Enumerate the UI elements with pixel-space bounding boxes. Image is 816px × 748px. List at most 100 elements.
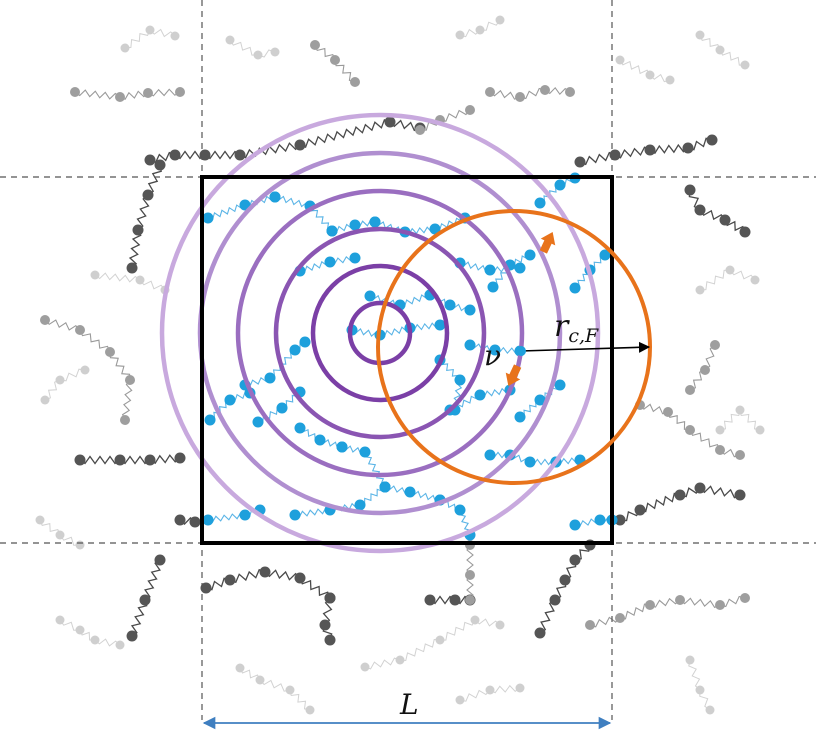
bead — [264, 372, 276, 384]
cutoff-radius-arrow — [520, 341, 651, 353]
spring-segment — [539, 599, 556, 634]
bead — [424, 594, 436, 606]
spring-segment — [639, 403, 669, 415]
bead — [434, 319, 446, 331]
image-chain-faint — [90, 270, 170, 295]
bead — [364, 290, 376, 302]
bead — [126, 630, 138, 642]
bead — [90, 635, 100, 645]
central-simulation-box — [200, 175, 614, 545]
bead — [444, 299, 456, 311]
bead — [685, 385, 695, 395]
bead — [235, 663, 245, 673]
bead — [715, 45, 725, 55]
bead — [384, 116, 396, 128]
spring-segment — [719, 409, 741, 431]
bead — [549, 594, 561, 606]
nu-label: ν — [484, 339, 501, 372]
shell-ring-3 — [273, 226, 487, 440]
bead — [330, 55, 340, 65]
bead — [634, 504, 646, 516]
spring-segment — [299, 118, 391, 149]
bead — [663, 407, 673, 417]
bead — [534, 394, 546, 406]
bead — [289, 509, 301, 521]
bead — [565, 87, 575, 97]
spring-segment — [614, 146, 651, 159]
spring-segment — [74, 89, 121, 100]
image-chain-dark — [144, 116, 426, 166]
bead — [574, 156, 586, 168]
spring-segment — [149, 454, 181, 465]
bead — [35, 515, 45, 525]
bead — [75, 540, 85, 550]
bead — [524, 456, 536, 468]
bead — [515, 683, 525, 693]
bead — [349, 252, 361, 264]
image-chain-faint — [35, 515, 85, 550]
image-chain-dark — [126, 554, 166, 642]
bead — [90, 270, 100, 280]
image-chain-faint — [615, 55, 675, 85]
spring-segment — [259, 679, 291, 692]
bead — [239, 509, 251, 521]
spring-segment — [579, 151, 616, 166]
bead — [454, 504, 466, 516]
spring-segment — [589, 616, 621, 628]
periodic-grid — [0, 0, 816, 720]
bead — [174, 514, 186, 526]
image-chain — [685, 340, 720, 395]
bead — [455, 30, 465, 40]
central-chain — [252, 386, 306, 428]
spring-segment — [264, 569, 301, 581]
spring-segment — [229, 568, 266, 584]
bead — [234, 149, 246, 161]
bead — [314, 434, 326, 446]
bead — [40, 315, 50, 325]
bead — [715, 600, 725, 610]
image-chain-dark — [614, 482, 746, 526]
spring-segment — [128, 229, 142, 269]
spring-segment — [364, 451, 386, 488]
spring-segment — [144, 559, 161, 601]
bead — [144, 454, 156, 466]
spring-segment — [309, 205, 333, 232]
bead — [310, 40, 320, 50]
spring-segment — [619, 603, 651, 620]
bead — [694, 482, 706, 494]
spring-segment — [364, 657, 401, 670]
image-chain — [70, 87, 185, 102]
spring-segment — [439, 109, 471, 122]
bead — [715, 425, 725, 435]
bead — [706, 134, 718, 146]
bead — [360, 662, 370, 672]
bead — [294, 139, 306, 151]
bead — [609, 149, 621, 161]
neighbour-shells — [159, 112, 601, 554]
bead — [324, 592, 336, 604]
bead — [202, 212, 214, 224]
bead — [105, 347, 115, 357]
bead — [120, 415, 130, 425]
bead — [454, 374, 466, 386]
bead — [485, 87, 495, 97]
image-chain-dark — [574, 134, 718, 168]
image-chain-dark — [319, 592, 336, 646]
bead — [534, 627, 546, 639]
spring-segment — [130, 599, 148, 637]
image-chain-faint — [55, 615, 125, 650]
bead — [465, 595, 475, 605]
image-chain-faint — [235, 663, 315, 715]
bead — [270, 47, 280, 57]
spring-segment — [147, 164, 162, 196]
bead — [125, 375, 135, 385]
bead — [695, 685, 705, 695]
shell-ring-4 — [235, 188, 525, 478]
bead — [154, 554, 166, 566]
periodic-image-chains — [35, 15, 765, 715]
bead — [725, 265, 735, 275]
spring-segment — [147, 88, 181, 97]
bead — [115, 92, 125, 102]
bead — [755, 425, 765, 435]
bead — [740, 60, 750, 70]
